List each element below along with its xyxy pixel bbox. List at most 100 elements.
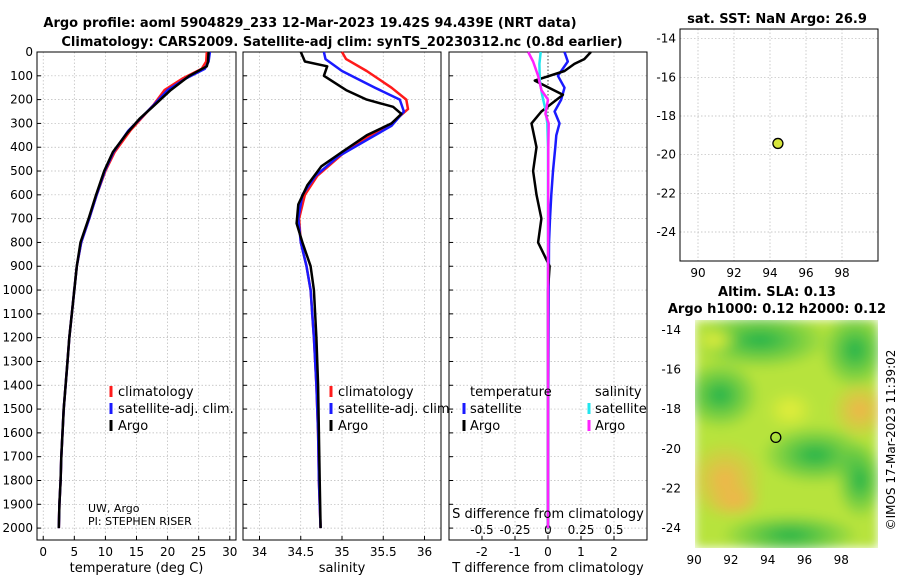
y-tick-label: 400 (10, 140, 33, 154)
y-tick-label: 1700 (2, 450, 33, 464)
x-tick-label: 36 (417, 545, 432, 559)
y-tick-label: -16 (656, 70, 676, 84)
y-tick-label: 2000 (2, 521, 33, 535)
x-tick-label: 25 (191, 545, 206, 559)
y-tick-label: 1200 (2, 331, 33, 345)
legend-title-temperature: temperature (470, 385, 552, 400)
x-tick-label: 94 (762, 266, 777, 280)
y-tick-label: 100 (10, 69, 33, 83)
x-tick-label: 0 (544, 545, 552, 559)
x-tick-label: 96 (798, 266, 813, 280)
legend-label-climatology: climatology (338, 385, 414, 400)
timestamp: ©IMOS 17-Mar-2023 11:39:02 (884, 350, 898, 531)
x-tick-label: 0 (39, 545, 47, 559)
title-line-2: Climatology: CARS2009. Satellite-adj cli… (61, 35, 622, 50)
x-tick-label: 2 (610, 545, 618, 559)
x-tick-label: 98 (834, 553, 849, 567)
x-tick-label: 34.5 (287, 545, 314, 559)
x-axis-label: temperature (deg C) (70, 561, 204, 576)
y-tick-label: -24 (661, 521, 681, 535)
x-tick-label: 34 (252, 545, 267, 559)
y-tick-label: -14 (656, 32, 676, 46)
sst-map-title: sat. SST: NaN Argo: 26.9 (687, 12, 867, 27)
legend-label-argo: Argo (338, 419, 368, 434)
legend-label-satellite-clim: satellite-adj. clim. (118, 402, 234, 417)
legend-label-satellite-clim: satellite-adj. clim. (338, 402, 454, 417)
legend-title-salinity: salinity (595, 385, 642, 400)
y-tick-label: 600 (10, 188, 33, 202)
legend-label-climatology: climatology (118, 385, 194, 400)
credit-line-2: PI: STEPHEN RISER (88, 515, 192, 528)
y-tick-label: 500 (10, 164, 33, 178)
y-tick-label: -16 (661, 363, 681, 377)
x-tick-label: 15 (129, 545, 144, 559)
top-x-tick-label: 0 (544, 523, 552, 537)
y-tick-label: 1300 (2, 354, 33, 368)
legend-label-argo: Argo (118, 419, 148, 434)
y-tick-label: 1400 (2, 378, 33, 392)
y-tick-label: -24 (656, 225, 676, 239)
y-tick-label: 900 (10, 259, 33, 273)
y-tick-label: 1900 (2, 497, 33, 511)
x-tick-label: 5 (70, 545, 78, 559)
difference-legend: temperature salinity satellite Argo sate… (462, 385, 647, 434)
x-tick-label: 1 (577, 545, 585, 559)
title-line-1: Argo profile: aoml 5904829_233 12-Mar-20… (43, 16, 576, 31)
legend-label-t-argo: Argo (470, 419, 500, 434)
axes-frame (242, 51, 442, 541)
y-tick-label: 0 (25, 45, 33, 59)
y-tick-label: 300 (10, 116, 33, 130)
y-tick-label: -14 (661, 323, 681, 337)
y-tick-label: 1800 (2, 473, 33, 487)
temperature-legend: climatology satellite-adj. clim. Argo (109, 385, 234, 434)
y-tick-label: 1600 (2, 426, 33, 440)
x-tick-label: 35 (334, 545, 349, 559)
profile-location-marker (772, 137, 784, 150)
series-line-argo (295, 51, 403, 529)
top-x-tick-label: -0.25 (499, 523, 530, 537)
x-tick-label: 35.5 (370, 545, 397, 559)
x-tick-label: 30 (222, 545, 237, 559)
credit-line-1: UW, Argo (88, 502, 140, 515)
x-tick-label: 94 (760, 553, 775, 567)
sla-title-line-1: Altim. SLA: 0.13 (718, 285, 836, 300)
x-tick-label: 96 (797, 553, 812, 567)
x-tick-label: -2 (476, 545, 488, 559)
x-tick-label: -1 (509, 545, 521, 559)
x-tick-label: 20 (160, 545, 175, 559)
x-tick-label: 90 (690, 266, 705, 280)
axes-frame (679, 28, 879, 262)
sla-map-panel: 90 92 94 96 98 -14 -16 -18 -20 -22 -24 (661, 320, 878, 567)
sst-map-panel: 90 92 94 96 98 -14 -16 -18 -20 -22 -24 (656, 28, 879, 280)
y-tick-label: -22 (661, 482, 681, 496)
legend-label-s-argo: Argo (595, 419, 625, 434)
y-tick-label: -18 (656, 109, 676, 123)
y-tick-label: -20 (661, 442, 681, 456)
salinity-legend: climatology satellite-adj. clim. Argo (329, 385, 454, 434)
legend-label-t-satellite: satellite (470, 402, 522, 417)
top-x-tick-label: 0.5 (604, 523, 623, 537)
sla-heatmap-field (695, 320, 878, 548)
y-tick-label: 1000 (2, 283, 33, 297)
sla-title-line-2: Argo h1000: 0.12 h2000: 0.12 (668, 302, 886, 317)
x-tick-label: 92 (726, 266, 741, 280)
x-tick-label: 90 (687, 553, 702, 567)
legend-label-s-satellite: satellite (595, 402, 647, 417)
x-tick-label: 92 (723, 553, 738, 567)
x-tick-label: 10 (98, 545, 113, 559)
difference-panel: -2 -1 0 1 2 T difference from climatology -0.5… (448, 51, 648, 576)
y-tick-label: 200 (10, 93, 33, 107)
y-tick-label: 1100 (2, 307, 33, 321)
x-axis-label: salinity (319, 561, 366, 576)
x-axis-label: T difference from climatology (451, 561, 644, 576)
y-tick-label: -20 (656, 148, 676, 162)
y-tick-label: -18 (661, 402, 681, 416)
y-tick-label: -22 (656, 186, 676, 200)
top-x-tick-label: -0.5 (470, 523, 493, 537)
series-line-s-argo (527, 51, 550, 529)
profile-location-marker (770, 431, 782, 444)
y-tick-label: 1500 (2, 402, 33, 416)
y-tick-label: 800 (10, 235, 33, 249)
series-line-argo (57, 51, 210, 529)
